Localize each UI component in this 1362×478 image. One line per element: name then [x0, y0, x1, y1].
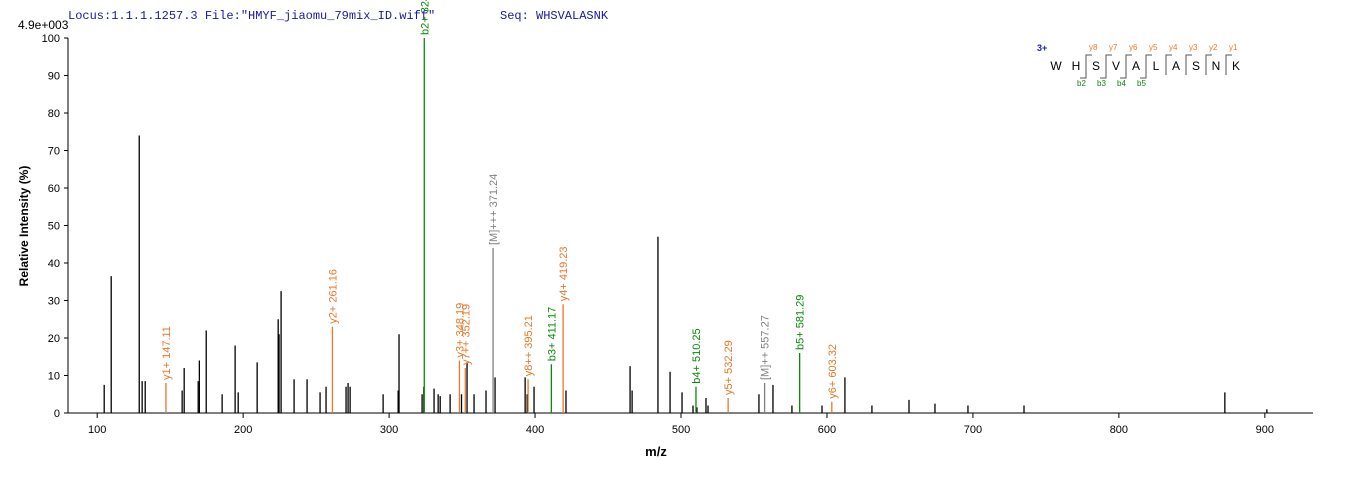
y-tick-label: 20	[48, 333, 60, 345]
x-tick-label: 600	[818, 424, 836, 436]
residue: A	[1132, 59, 1140, 73]
y-ion-bracket	[1165, 54, 1172, 75]
b-ion: b4	[1117, 79, 1126, 88]
residue: H	[1072, 59, 1081, 73]
y-axis-label: Relative Intensity (%)	[17, 166, 31, 287]
y-tick-label: 70	[48, 146, 60, 158]
x-tick-label: 500	[672, 424, 690, 436]
y-ion-bracket	[1205, 54, 1212, 75]
y-ion: y4	[1169, 43, 1178, 52]
y-ion: y1	[1229, 43, 1238, 52]
b-ion-bracket	[1120, 58, 1127, 79]
y-ion-bracket	[1145, 54, 1152, 75]
y-ion-bracket	[1185, 54, 1192, 75]
y-ion-bracket	[1225, 54, 1232, 75]
y-tick-label: 100	[42, 33, 60, 45]
residue: W	[1050, 59, 1062, 73]
y-tick-label: 10	[48, 371, 60, 383]
residue: K	[1232, 59, 1240, 73]
b-ion-bracket	[1100, 58, 1107, 79]
x-tick-label: 700	[964, 424, 982, 436]
peak-label: b2+ 324.1	[419, 0, 431, 35]
y-tick-label: 0	[54, 408, 60, 420]
peak-label: y5+ 532.29	[723, 340, 735, 395]
y-ion: y8	[1089, 43, 1098, 52]
residue: L	[1153, 59, 1160, 73]
b-ion: b2	[1077, 79, 1086, 88]
y-tick-label: 30	[48, 296, 60, 308]
residue: V	[1112, 59, 1120, 73]
residue: N	[1212, 59, 1221, 73]
peak-label: b4+ 510.25	[691, 328, 703, 383]
x-tick-label: 900	[1256, 424, 1274, 436]
y-tick-label: 80	[48, 108, 60, 120]
x-tick-label: 800	[1110, 424, 1128, 436]
x-tick-label: 200	[234, 424, 252, 436]
chart-subtitle: Seq: WHSVALASNK	[500, 9, 609, 23]
y-ion: y3	[1189, 43, 1198, 52]
b-ion: b3	[1097, 79, 1106, 88]
charge: 3+	[1037, 43, 1047, 53]
y-tick-label: 40	[48, 258, 60, 270]
y-ion: y7	[1109, 43, 1118, 52]
residue: S	[1192, 59, 1200, 73]
peak-label: y1+ 147.11	[161, 326, 173, 380]
x-tick-label: 100	[88, 424, 106, 436]
chart-title: Locus:1.1.1.1257.3 File:"HMYF_jiaomu_79m…	[68, 9, 435, 23]
y-tick-label: 50	[48, 221, 60, 233]
x-tick-label: 400	[526, 424, 544, 436]
peak-label: y8++ 395.21	[523, 315, 535, 376]
y-tick-label: 90	[48, 71, 60, 83]
b-ion-bracket	[1080, 58, 1087, 79]
peak-label: y3+ 348.19	[454, 303, 466, 358]
y-tick-label: 60	[48, 183, 60, 195]
b-ion: b5	[1137, 79, 1146, 88]
scale-label: 4.9e+003	[18, 18, 69, 32]
peak-label: y6+ 603.32	[827, 344, 839, 399]
peak-label: y4+ 419.23	[558, 247, 570, 302]
residue: S	[1092, 59, 1100, 73]
peak-label: y7++ 352.19	[460, 304, 472, 365]
peak-label: [M]+++ 371.24	[488, 174, 500, 245]
peak-label: [M]++ 557.27	[760, 315, 772, 380]
residue: A	[1172, 59, 1180, 73]
y-ion: y2	[1209, 43, 1218, 52]
b-ion-bracket	[1140, 58, 1147, 79]
peak-label: y2+ 261.16	[327, 269, 339, 324]
y-ion: y6	[1129, 43, 1138, 52]
x-axis-label: m/z	[645, 444, 667, 459]
y-ion: y5	[1149, 43, 1158, 52]
peak-label: b3+ 411.17	[546, 307, 558, 362]
x-tick-label: 300	[380, 424, 398, 436]
peak-label: b5+ 581.29	[795, 295, 807, 350]
